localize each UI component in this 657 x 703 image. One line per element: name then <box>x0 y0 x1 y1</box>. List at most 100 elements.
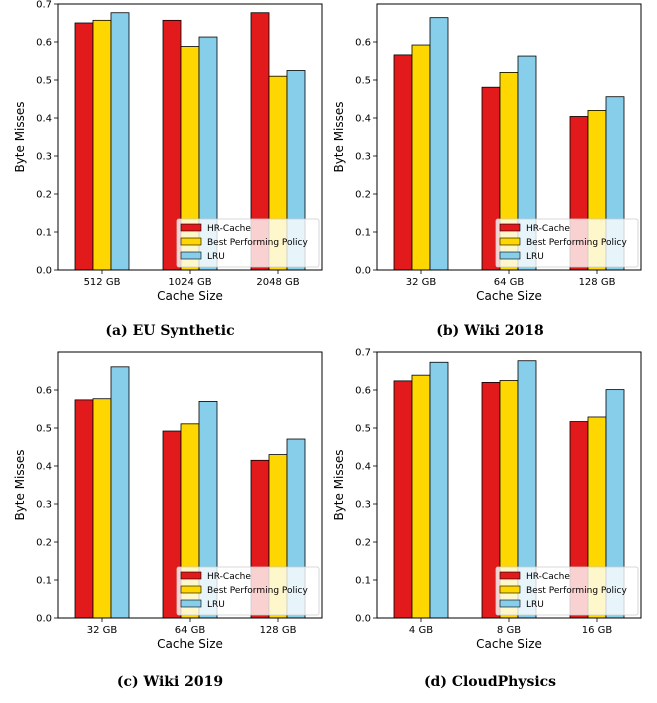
y-tick-label: 0.1 <box>355 576 371 587</box>
x-tick-label: 4 GB <box>409 625 433 636</box>
x-tick-label: 8 GB <box>497 625 521 636</box>
legend-swatch-hr-cache <box>180 223 202 232</box>
y-tick-label: 0.6 <box>36 386 52 397</box>
y-tick-label: 0.0 <box>36 266 52 277</box>
x-axis-label: Cache Size <box>157 289 223 303</box>
x-tick-label: 128 GB <box>260 625 297 636</box>
bar-lru-32-gb <box>110 366 130 619</box>
plot-frame <box>57 3 323 271</box>
y-tick-label: 0.7 <box>36 0 52 11</box>
y-tick-label: 0.2 <box>36 538 52 549</box>
legend-swatch-best-performing-policy <box>499 237 521 246</box>
y-tick-label: 0.7 <box>355 348 371 359</box>
legend-label-best-performing-policy: Best Performing Policy <box>207 586 308 596</box>
legend-label-hr-cache: HR-Cache <box>207 572 251 582</box>
legend-label-lru: LRU <box>526 252 544 262</box>
legend-swatch-lru <box>180 251 202 260</box>
legend-swatch-hr-cache <box>499 571 521 580</box>
legend <box>176 218 320 268</box>
bar-hr-cache-32-gb <box>74 399 94 619</box>
legend-swatch-hr-cache <box>180 571 202 580</box>
bar-lru-4-gb <box>429 361 449 619</box>
x-tick-label: 16 GB <box>582 625 613 636</box>
y-axis-label: Byte Misses <box>332 449 346 520</box>
x-tick-label: 64 GB <box>175 625 206 636</box>
y-tick-label: 0.1 <box>355 228 371 239</box>
legend-label-lru: LRU <box>207 252 225 262</box>
caption-cloudphysics: (d) CloudPhysics <box>423 674 557 690</box>
caption-wiki-2018: (b) Wiki 2018 <box>436 323 544 339</box>
legend-label-lru: LRU <box>207 600 225 610</box>
chart-eu-synthetic: 0.0 0.1 0.2 0.3 0.4 0.5 0.6 0.7 512 GB 1024 GB 204… <box>13 0 323 303</box>
legend-label-hr-cache: HR-Cache <box>207 224 251 234</box>
x-tick-label: 512 GB <box>84 277 121 288</box>
y-tick-label: 0.3 <box>355 500 371 511</box>
x-axis-label: Cache Size <box>476 637 542 651</box>
y-tick-label: 0.4 <box>36 114 52 125</box>
chart-wiki-2018: 0.0 0.1 0.2 0.3 0.4 0.5 0.6 32 GB 64 GB 128 GB Cac… <box>332 3 642 303</box>
y-tick-label: 0.6 <box>355 38 371 49</box>
plot-frame <box>376 351 642 619</box>
bar-hr-cache-4-gb <box>393 380 413 619</box>
y-tick-label: 0.2 <box>355 190 371 201</box>
y-tick-label: 0.0 <box>355 266 371 277</box>
chart-cloudphysics: 0.0 0.1 0.2 0.3 0.4 0.5 0.6 0.7 4 GB 8 GB 16 GB Cac… <box>332 348 642 651</box>
legend-label-best-performing-policy: Best Performing Policy <box>526 238 627 248</box>
y-axis-label: Byte Misses <box>13 449 27 520</box>
bar-best-performing-policy-32-gb <box>92 398 112 619</box>
legend <box>176 566 320 616</box>
legend-swatch-best-performing-policy <box>180 237 202 246</box>
legend-label-lru: LRU <box>526 600 544 610</box>
y-tick-label: 0.6 <box>36 38 52 49</box>
y-tick-label: 0.1 <box>36 576 52 587</box>
legend-swatch-best-performing-policy <box>499 585 521 594</box>
legend-label-best-performing-policy: Best Performing Policy <box>526 586 627 596</box>
bar-best-performing-policy-32-gb <box>411 44 431 271</box>
y-tick-label: 0.0 <box>36 614 52 625</box>
y-tick-label: 0.2 <box>355 538 371 549</box>
y-tick-label: 0.5 <box>36 424 52 435</box>
y-tick-label: 0.4 <box>355 114 371 125</box>
plot-frame <box>376 3 642 271</box>
x-axis-label: Cache Size <box>476 289 542 303</box>
bar-lru-32-gb <box>429 17 449 271</box>
y-axis-label: Byte Misses <box>13 101 27 172</box>
y-axis-label: Byte Misses <box>332 101 346 172</box>
bar-hr-cache-512-gb <box>74 22 94 271</box>
plot-frame <box>57 351 323 619</box>
chart-wiki-2019: 0.0 0.1 0.2 0.3 0.4 0.5 0.6 32 GB 64 GB 128 GB Cac… <box>13 351 323 651</box>
caption-wiki-2019: (c) Wiki 2019 <box>116 674 224 690</box>
x-tick-label: 1024 GB <box>168 277 211 288</box>
x-tick-label: 64 GB <box>494 277 525 288</box>
y-tick-label: 0.4 <box>36 462 52 473</box>
legend-swatch-lru <box>499 251 521 260</box>
bar-hr-cache-32-gb <box>393 54 413 271</box>
x-tick-label: 32 GB <box>406 277 437 288</box>
legend <box>495 566 639 616</box>
y-tick-label: 0.3 <box>355 152 371 163</box>
y-tick-label: 0.3 <box>36 152 52 163</box>
legend-swatch-lru <box>499 599 521 608</box>
legend-label-best-performing-policy: Best Performing Policy <box>207 238 308 248</box>
legend-label-hr-cache: HR-Cache <box>526 224 570 234</box>
x-tick-label: 32 GB <box>87 625 118 636</box>
y-tick-label: 0.5 <box>355 424 371 435</box>
legend-label-hr-cache: HR-Cache <box>526 572 570 582</box>
x-tick-label: 2048 GB <box>256 277 299 288</box>
y-tick-label: 0.5 <box>355 76 371 87</box>
y-tick-label: 0.2 <box>36 190 52 201</box>
bar-best-performing-policy-4-gb <box>411 374 431 619</box>
y-tick-label: 0.0 <box>355 614 371 625</box>
y-tick-label: 0.6 <box>355 386 371 397</box>
legend <box>495 218 639 268</box>
y-tick-label: 0.1 <box>36 228 52 239</box>
legend-swatch-hr-cache <box>499 223 521 232</box>
x-axis-label: Cache Size <box>157 637 223 651</box>
x-tick-label: 128 GB <box>579 277 616 288</box>
bar-lru-512-gb <box>110 12 130 271</box>
y-tick-label: 0.5 <box>36 76 52 87</box>
legend-swatch-best-performing-policy <box>180 585 202 594</box>
legend-swatch-lru <box>180 599 202 608</box>
bar-best-performing-policy-512-gb <box>92 19 112 271</box>
y-tick-label: 0.3 <box>36 500 52 511</box>
